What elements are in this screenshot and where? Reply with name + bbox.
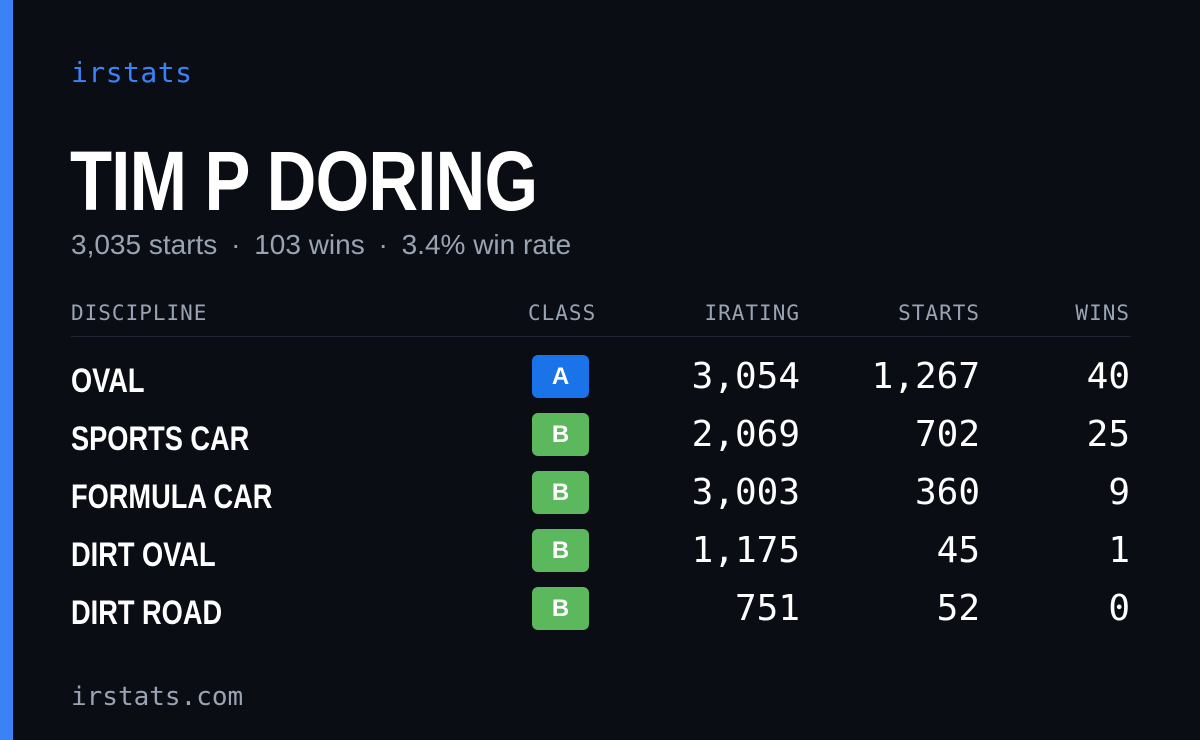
header-irating: IRATING bbox=[704, 301, 800, 325]
table-row: DIRT OVAL B 1,175 45 1 bbox=[71, 529, 1131, 587]
header-wins: WINS bbox=[1075, 301, 1130, 325]
summary-separator: · bbox=[231, 229, 241, 260]
discipline-label: DIRT OVAL bbox=[71, 536, 216, 574]
table-row: DIRT ROAD B 751 52 0 bbox=[71, 587, 1131, 645]
wins-value: 1 bbox=[1108, 530, 1130, 571]
wins-value: 0 bbox=[1108, 588, 1130, 629]
class-badge: B bbox=[532, 471, 589, 514]
irating-value: 3,054 bbox=[691, 356, 800, 397]
class-badge: B bbox=[532, 529, 589, 572]
starts-value: 52 bbox=[936, 588, 980, 629]
class-badge: B bbox=[532, 413, 589, 456]
summary-wins: 103 wins bbox=[254, 229, 365, 260]
irating-value: 3,003 bbox=[691, 472, 800, 513]
table-header: DISCIPLINE CLASS IRATING STARTS WINS bbox=[71, 300, 1131, 337]
table-row: FORMULA CAR B 3,003 360 9 bbox=[71, 471, 1131, 529]
header-class: CLASS bbox=[528, 301, 597, 325]
wins-value: 9 bbox=[1108, 472, 1130, 513]
footer-url: irstats.com bbox=[71, 682, 244, 712]
discipline-label: FORMULA CAR bbox=[71, 478, 273, 516]
discipline-label: DIRT ROAD bbox=[71, 594, 223, 632]
player-name: TIM P DORING bbox=[70, 134, 538, 228]
class-badge: B bbox=[532, 587, 589, 630]
player-summary: 3,035 starts · 103 wins · 3.4% win rate bbox=[71, 228, 571, 262]
summary-win-rate: 3.4% win rate bbox=[401, 229, 572, 260]
discipline-label: OVAL bbox=[71, 362, 145, 400]
table-row: SPORTS CAR B 2,069 702 25 bbox=[71, 413, 1131, 471]
starts-value: 360 bbox=[914, 472, 980, 513]
table-row: OVAL A 3,054 1,267 40 bbox=[71, 355, 1131, 413]
brand-logo-text: irstats bbox=[71, 56, 193, 89]
irating-value: 751 bbox=[734, 588, 800, 629]
header-discipline: DISCIPLINE bbox=[71, 301, 208, 325]
stats-table: DISCIPLINE CLASS IRATING STARTS WINS OVA… bbox=[71, 300, 1131, 632]
header-starts: STARTS bbox=[898, 301, 980, 325]
summary-starts: 3,035 starts bbox=[71, 229, 218, 260]
irating-value: 1,175 bbox=[691, 530, 800, 571]
accent-bar bbox=[0, 0, 13, 740]
starts-value: 702 bbox=[914, 414, 980, 455]
starts-value: 1,267 bbox=[871, 356, 980, 397]
irating-value: 2,069 bbox=[691, 414, 800, 455]
wins-value: 25 bbox=[1086, 414, 1130, 455]
wins-value: 40 bbox=[1086, 356, 1130, 397]
summary-separator: · bbox=[378, 229, 388, 260]
class-badge: A bbox=[532, 355, 589, 398]
starts-value: 45 bbox=[936, 530, 980, 571]
discipline-label: SPORTS CAR bbox=[71, 420, 250, 458]
